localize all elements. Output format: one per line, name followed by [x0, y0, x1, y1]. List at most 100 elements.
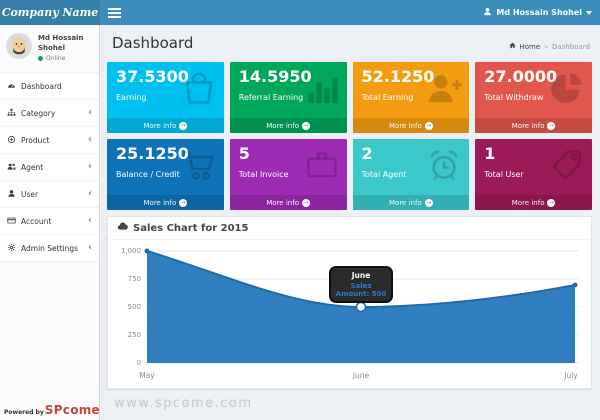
tooltip-month: June — [351, 271, 371, 280]
brand-logo[interactable]: Company Name — [0, 0, 100, 25]
card-value: 5 — [238, 144, 250, 163]
more-info-link[interactable]: More info — [475, 118, 592, 133]
chevron-left-icon — [88, 216, 92, 226]
product-icon — [7, 135, 16, 146]
breadcrumb-home[interactable]: Home — [519, 42, 541, 51]
more-info-link[interactable]: More info — [352, 118, 470, 133]
card-label: Earning — [116, 93, 147, 102]
chevron-left-icon — [88, 108, 92, 118]
watermark: www.spcome.com — [114, 396, 253, 411]
main-content: Dashboard Home Dashboard 37.5300 Earning… — [100, 25, 600, 420]
card-value: 2 — [361, 144, 373, 163]
tag-icon — [548, 146, 586, 188]
card-label: Total Invoice — [238, 170, 289, 179]
breadcrumb-current: Dashboard — [552, 42, 590, 51]
gear-icon — [7, 243, 16, 254]
chevron-left-icon — [88, 189, 92, 199]
card-value: 1 — [484, 144, 496, 163]
card-total-withdraw: 27.0000 Total Withdraw More info — [475, 62, 592, 133]
arrow-circle-icon — [424, 198, 433, 207]
sales-chart-panel: Sales Chart for 2015 1,000 750 500 250 0 — [107, 216, 592, 389]
card-label: Balance / Credit — [116, 170, 180, 179]
user-icon — [7, 189, 16, 200]
dashboard-icon — [7, 81, 16, 92]
panel-header: Sales Chart for 2015 — [108, 217, 591, 240]
card-label: Referral Earning — [238, 93, 304, 102]
card-balance-credit: 25.1250 Balance / Credit More info — [107, 139, 224, 210]
stat-cards: 37.5300 Earning More info 14.5950 Referr… — [107, 62, 592, 210]
card-value: 25.1250 — [116, 144, 189, 163]
cloud-icon — [117, 221, 128, 235]
profile-name: Md Hossain Shohel — [38, 33, 84, 52]
breadcrumb: Home Dashboard — [509, 42, 590, 51]
user-name: Md Hossain Shohel — [496, 8, 582, 17]
arrow-circle-icon — [179, 121, 188, 130]
card-label: Total Agent — [361, 170, 407, 179]
card-label: Total Withdraw — [484, 93, 544, 102]
card-earning: 37.5300 Earning More info — [107, 62, 224, 133]
card-value: 27.0000 — [484, 67, 558, 86]
arrow-circle-icon — [547, 121, 556, 130]
sales-chart[interactable]: 1,000 750 500 250 0 May June July June S… — [108, 240, 591, 390]
chart-tooltip: June Sales Amount: 500 — [329, 266, 393, 303]
card-value: 14.5950 — [238, 67, 312, 86]
sidebar-item-category[interactable]: Category — [0, 100, 99, 127]
arrow-circle-icon — [424, 121, 433, 130]
card-referral-earning: 14.5950 Referral Earning More info — [229, 62, 347, 133]
pie-chart-icon — [548, 69, 586, 111]
bar-chart-icon — [303, 69, 341, 111]
sidebar-item-agent[interactable]: Agent — [0, 154, 99, 181]
sidebar-item-user[interactable]: User — [0, 181, 99, 208]
alarm-clock-icon — [425, 146, 463, 188]
user-plus-icon — [425, 69, 463, 111]
card-value: 52.1250 — [361, 67, 435, 86]
powered-by: Powered by SPcome — [4, 403, 100, 417]
sidebar-item-account[interactable]: Account — [0, 208, 99, 235]
x-label-may: May — [139, 371, 155, 380]
chevron-left-icon — [88, 135, 92, 145]
y-tick-250: 250 — [128, 331, 141, 339]
shopping-cart-icon — [180, 146, 218, 188]
more-info-link[interactable]: More info — [107, 195, 224, 210]
sidebar-item-dashboard[interactable]: Dashboard — [0, 73, 99, 100]
spcome-brand[interactable]: SPcome — [44, 403, 100, 417]
tooltip-value: Sales Amount: 500 — [335, 282, 387, 298]
more-info-link[interactable]: More info — [475, 195, 592, 210]
more-info-link[interactable]: More info — [352, 195, 470, 210]
sidebar-item-product[interactable]: Product — [0, 127, 99, 154]
avatar — [6, 33, 32, 63]
hamburger-icon[interactable] — [100, 0, 128, 25]
chevron-down-icon — [586, 10, 592, 15]
user-icon — [483, 7, 492, 18]
x-label-july: July — [563, 371, 578, 380]
agents-icon — [7, 162, 16, 173]
more-info-link[interactable]: More info — [229, 118, 347, 133]
arrow-circle-icon — [301, 121, 310, 130]
card-value: 37.5300 — [116, 67, 189, 86]
more-info-link[interactable]: More info — [107, 118, 224, 133]
arrow-circle-icon — [547, 198, 556, 207]
point-may — [144, 248, 150, 254]
sidebar: Md Hossain Shohel Online Dashboard Categ… — [0, 25, 100, 420]
profile-status: Online — [38, 55, 93, 62]
breadcrumb-separator — [543, 43, 549, 51]
sidebar-item-admin-settings[interactable]: Admin Settings — [0, 235, 99, 262]
shopping-bag-icon — [180, 69, 218, 111]
card-total-user: 1 Total User More info — [475, 139, 592, 210]
y-tick-750: 750 — [128, 275, 141, 283]
page-title: Dashboard — [112, 34, 194, 52]
y-tick-1000: 1,000 — [121, 247, 141, 255]
card-label: Total User — [484, 170, 524, 179]
card-label: Total Earning — [361, 93, 414, 102]
user-dropdown[interactable]: Md Hossain Shohel — [483, 0, 592, 25]
card-total-agent: 2 Total Agent More info — [352, 139, 470, 210]
card-total-earning: 52.1250 Total Earning More info — [352, 62, 470, 133]
x-label-june: June — [352, 371, 370, 380]
briefcase-icon — [303, 146, 341, 188]
point-july — [572, 282, 578, 288]
sitemap-icon — [7, 108, 16, 119]
chart-title: Sales Chart for 2015 — [133, 222, 249, 234]
card-total-invoice: 5 Total Invoice More info — [229, 139, 347, 210]
more-info-link[interactable]: More info — [229, 195, 347, 210]
online-dot-icon — [38, 56, 43, 62]
